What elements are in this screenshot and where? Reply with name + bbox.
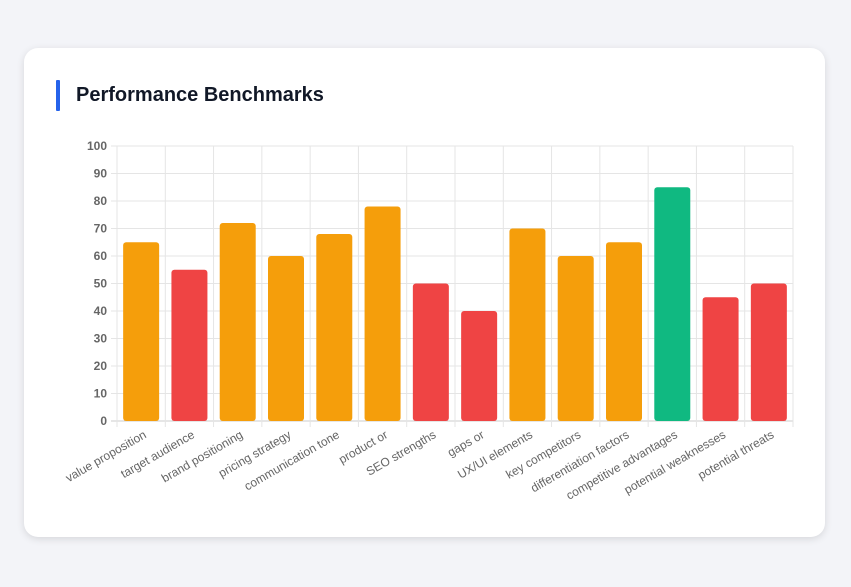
y-tick-label: 30 (94, 332, 108, 346)
y-tick-label: 20 (94, 359, 108, 373)
y-tick-label: 90 (94, 167, 108, 181)
y-tick-label: 100 (87, 139, 107, 153)
y-tick-label: 70 (94, 222, 108, 236)
y-tick-label: 0 (100, 414, 107, 428)
bar (219, 223, 256, 421)
y-tick-label: 10 (94, 387, 108, 401)
bar (509, 228, 546, 421)
bar (461, 311, 498, 421)
bar (316, 234, 353, 421)
y-tick-label: 80 (94, 194, 108, 208)
y-tick-label: 50 (94, 277, 108, 291)
bar (171, 269, 208, 421)
bar (606, 242, 642, 421)
y-tick-label: 40 (94, 304, 108, 318)
bar (702, 297, 739, 421)
bar (412, 283, 449, 421)
bar (268, 256, 304, 421)
x-tick-label: value proposition (63, 427, 149, 484)
y-tick-label: 60 (94, 249, 108, 263)
title-accent-bar (56, 80, 60, 111)
bar (654, 187, 691, 421)
x-tick-label: brand positioning (159, 427, 245, 485)
bar (364, 206, 401, 421)
bar (557, 256, 594, 421)
bar (750, 283, 787, 421)
bar (123, 242, 160, 421)
chart-title: Performance Benchmarks (76, 84, 324, 106)
